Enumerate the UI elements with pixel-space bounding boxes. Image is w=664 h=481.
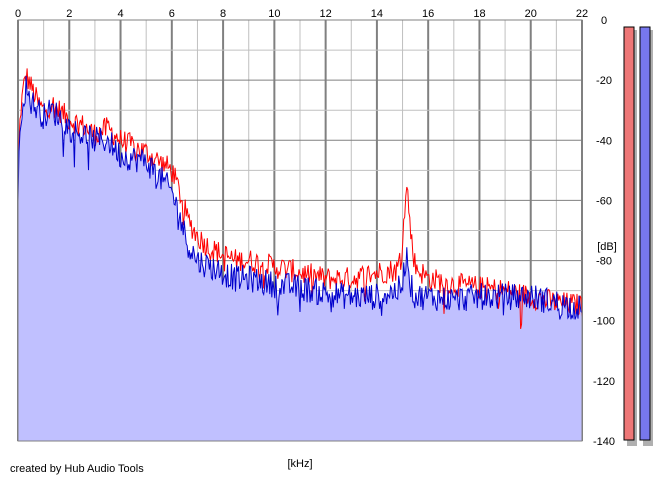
- level-meters: [623, 26, 653, 446]
- y-tick-labels: 0 -20 -40 -60 -80 -100 -120 -140: [593, 15, 615, 448]
- x-tick-label: 22: [576, 8, 588, 20]
- credit-text: created by Hub Audio Tools: [10, 463, 144, 475]
- x-tick-label: 8: [220, 8, 226, 20]
- x-tick-label: 12: [320, 8, 332, 20]
- y-tick-label: 0: [601, 15, 607, 27]
- plot-border: [17, 19, 583, 442]
- y-tick-label: -100: [593, 316, 615, 328]
- x-tick-label: 0: [15, 8, 21, 20]
- y-tick-label: -120: [593, 376, 615, 388]
- spectrum-fill: [18, 75, 582, 442]
- series-line-right: [17, 75, 583, 320]
- series-line-left: [17, 68, 583, 329]
- x-tick-label: 6: [169, 8, 175, 20]
- x-axis-label: [kHz]: [287, 458, 312, 470]
- y-tick-label: -20: [596, 75, 612, 87]
- y-tick-label: -140: [593, 436, 615, 448]
- y-tick-label: -80: [596, 256, 612, 268]
- spectrum-area: [18, 75, 582, 442]
- y-tick-label: -60: [596, 195, 612, 207]
- x-tick-labels: 0 2 4 6 8 10 12 14 16 18 20 22: [15, 8, 588, 20]
- level-meter-right: [639, 26, 651, 441]
- x-tick-label: 20: [525, 8, 537, 20]
- x-tick-label: 10: [268, 8, 280, 20]
- level-meter-left: [623, 26, 635, 441]
- x-tick-label: 14: [371, 8, 383, 20]
- x-tick-label: 16: [422, 8, 434, 20]
- x-tick-label: 18: [473, 8, 485, 20]
- plot-frame: [17, 19, 583, 442]
- x-tick-label: 4: [117, 8, 123, 20]
- y-axis-label: [dB]: [597, 241, 617, 253]
- series-layer: [17, 68, 583, 329]
- x-tick-label: 2: [66, 8, 72, 20]
- y-tick-label: -40: [596, 135, 612, 147]
